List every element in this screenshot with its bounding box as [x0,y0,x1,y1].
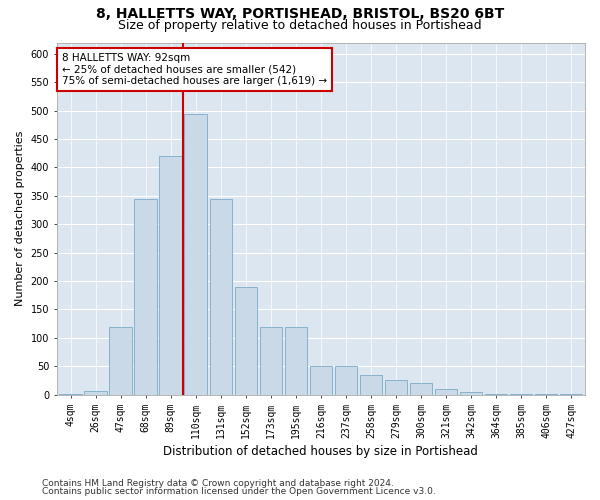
Bar [284,326,307,394]
Bar [360,375,382,394]
Bar [435,389,457,394]
Bar [85,390,107,394]
Text: Size of property relative to detached houses in Portishead: Size of property relative to detached ho… [118,19,482,32]
Bar [260,326,282,394]
Bar [335,366,357,394]
Bar [410,384,433,394]
Text: 8 HALLETTS WAY: 92sqm
← 25% of detached houses are smaller (542)
75% of semi-det: 8 HALLETTS WAY: 92sqm ← 25% of detached … [62,53,327,86]
Text: Contains HM Land Registry data © Crown copyright and database right 2024.: Contains HM Land Registry data © Crown c… [42,478,394,488]
Bar [109,326,132,394]
Bar [184,114,207,394]
Bar [460,392,482,394]
Bar [160,156,182,394]
Bar [310,366,332,394]
Y-axis label: Number of detached properties: Number of detached properties [15,131,25,306]
X-axis label: Distribution of detached houses by size in Portishead: Distribution of detached houses by size … [163,444,478,458]
Bar [235,286,257,395]
Bar [134,198,157,394]
Bar [385,380,407,394]
Bar [209,198,232,394]
Text: Contains public sector information licensed under the Open Government Licence v3: Contains public sector information licen… [42,487,436,496]
Text: 8, HALLETTS WAY, PORTISHEAD, BRISTOL, BS20 6BT: 8, HALLETTS WAY, PORTISHEAD, BRISTOL, BS… [96,8,504,22]
